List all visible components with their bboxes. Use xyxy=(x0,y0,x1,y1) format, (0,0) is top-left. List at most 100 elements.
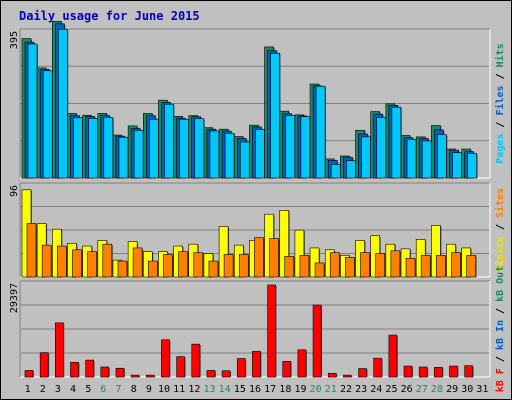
x-tick-label-day-7: 7 xyxy=(116,384,122,395)
x-tick-label-day-31: 31 xyxy=(476,384,488,395)
bar-pages-day-26 xyxy=(406,139,417,179)
bar-sites-day-15 xyxy=(238,254,249,278)
bar-pages-day-14 xyxy=(224,132,235,179)
bar-kb-f-day-26 xyxy=(403,365,413,378)
x-tick-label-day-20: 20 xyxy=(310,384,322,395)
bar-sites-day-13 xyxy=(208,260,219,278)
x-tick-label-day-10: 10 xyxy=(158,384,170,395)
bar-pages-day-1 xyxy=(27,43,38,179)
bar-sites-day-20 xyxy=(314,262,325,278)
bar-sites-day-23 xyxy=(360,252,370,278)
bar-sites-day-6 xyxy=(102,243,113,278)
bar-kb-f-day-20 xyxy=(312,304,322,378)
bar-kb-f-day-10 xyxy=(161,339,170,378)
x-tick-label-day-29: 29 xyxy=(446,384,458,395)
bar-kb-f-day-15 xyxy=(236,358,246,378)
panel-3-ymax-label: 29397 xyxy=(9,283,20,313)
x-tick-label-day-18: 18 xyxy=(279,384,291,395)
bar-kb-f-day-29 xyxy=(449,365,458,378)
panel-2-axis-label-part: Visits xyxy=(494,236,506,272)
bar-visits-day-20 xyxy=(309,247,320,278)
bar-sites-day-17 xyxy=(269,238,279,278)
bar-pages-day-9 xyxy=(148,118,159,179)
bar-pages-day-23 xyxy=(361,136,371,179)
bar-kb-f-day-13 xyxy=(206,370,216,378)
bar-sites-day-4 xyxy=(72,249,82,278)
bar-sites-day-24 xyxy=(375,253,386,278)
bar-kb-f-day-28 xyxy=(434,366,443,378)
bar-sites-day-21 xyxy=(329,252,340,278)
bar-sites-day-28 xyxy=(436,255,446,278)
bar-sites-day-9 xyxy=(147,260,158,278)
bar-kb-f-day-14 xyxy=(221,370,231,378)
chart-title: Daily usage for June 2015 xyxy=(19,9,200,23)
bar-sites-day-11 xyxy=(178,251,188,278)
bar-kb-f-day-4 xyxy=(70,361,79,378)
x-tick-label-day-3: 3 xyxy=(55,384,61,395)
bar-pages-day-18 xyxy=(285,115,296,179)
x-tick-label-day-8: 8 xyxy=(131,384,137,395)
bar-kb-f-day-22 xyxy=(343,374,352,378)
bar-kb-f-day-11 xyxy=(176,356,185,378)
bar-sites-day-19 xyxy=(299,255,310,278)
panel-1-axis-label-part: Hits xyxy=(494,43,506,67)
bar-pages-day-20 xyxy=(315,85,326,179)
bar-pages-day-16 xyxy=(255,129,265,179)
x-tick-label-day-12: 12 xyxy=(188,384,200,395)
bar-sites-day-12 xyxy=(193,252,204,278)
bar-kb-f-day-8 xyxy=(130,374,140,378)
bar-pages-day-2 xyxy=(42,70,53,179)
bar-pages-day-8 xyxy=(133,129,144,179)
x-tick-label-day-5: 5 xyxy=(85,384,91,395)
bar-kb-f-day-27 xyxy=(418,366,428,378)
bar-sites-day-1 xyxy=(26,223,37,278)
panel-1-axis-label-part: Files xyxy=(494,85,506,115)
bar-sites-day-29 xyxy=(451,252,461,278)
bar-sites-day-5 xyxy=(87,251,97,278)
bar-pages-day-3 xyxy=(58,29,68,179)
x-tick-label-day-17: 17 xyxy=(264,384,276,395)
bar-sites-day-7 xyxy=(117,260,128,278)
bar-visits-day-14 xyxy=(218,226,229,278)
panel-3-axis-label-part: / xyxy=(495,302,506,320)
bar-kb-f-day-16 xyxy=(252,351,261,378)
panel-1-axis-label-part: / xyxy=(495,67,506,85)
bar-kb-f-day-7 xyxy=(115,367,125,378)
bar-pages-day-5 xyxy=(88,118,98,179)
bar-visits-day-28 xyxy=(431,225,441,278)
bar-sites-day-22 xyxy=(345,257,355,278)
bar-sites-day-25 xyxy=(390,250,401,278)
bar-pages-day-21 xyxy=(330,164,341,179)
x-tick-label-day-26: 26 xyxy=(401,384,413,395)
bar-visits-day-18 xyxy=(279,210,290,278)
bar-pages-day-30 xyxy=(467,153,477,179)
bar-sites-day-10 xyxy=(163,254,173,278)
bar-kb-f-day-1 xyxy=(24,370,34,378)
bar-kb-f-day-24 xyxy=(373,357,383,378)
bar-visits-day-19 xyxy=(294,229,305,278)
x-tick-label-day-13: 13 xyxy=(203,384,215,395)
x-tick-label-day-14: 14 xyxy=(219,384,231,395)
bar-pages-day-12 xyxy=(194,118,205,179)
bar-pages-day-27 xyxy=(421,140,432,179)
panel-2-axis-label-part: Sites xyxy=(494,188,506,218)
bar-pages-day-15 xyxy=(239,141,250,179)
bar-kb-f-day-21 xyxy=(327,372,337,378)
panel-3-axis-label-part: / xyxy=(495,350,506,368)
panel-2-axis-label: Visits / Sites xyxy=(494,188,506,272)
panel-1-axis-label: Pages / Files / Hits xyxy=(494,43,506,163)
x-tick-label-day-19: 19 xyxy=(294,384,306,395)
bar-sites-day-27 xyxy=(420,255,431,278)
bar-sites-day-18 xyxy=(284,256,295,278)
x-tick-label-day-2: 2 xyxy=(40,384,46,395)
bar-pages-day-4 xyxy=(73,117,83,179)
panel-2-ymax-label: 96 xyxy=(9,185,20,197)
bar-kb-f-day-12 xyxy=(191,343,201,378)
x-tick-label-day-1: 1 xyxy=(25,384,31,395)
panel-3-axis-label-part: kB Out xyxy=(495,266,506,302)
bar-sites-day-14 xyxy=(223,254,234,278)
panel-1-axis-label-part: / xyxy=(495,116,506,134)
bar-pages-day-11 xyxy=(179,118,189,179)
bar-kb-f-day-5 xyxy=(85,359,94,378)
